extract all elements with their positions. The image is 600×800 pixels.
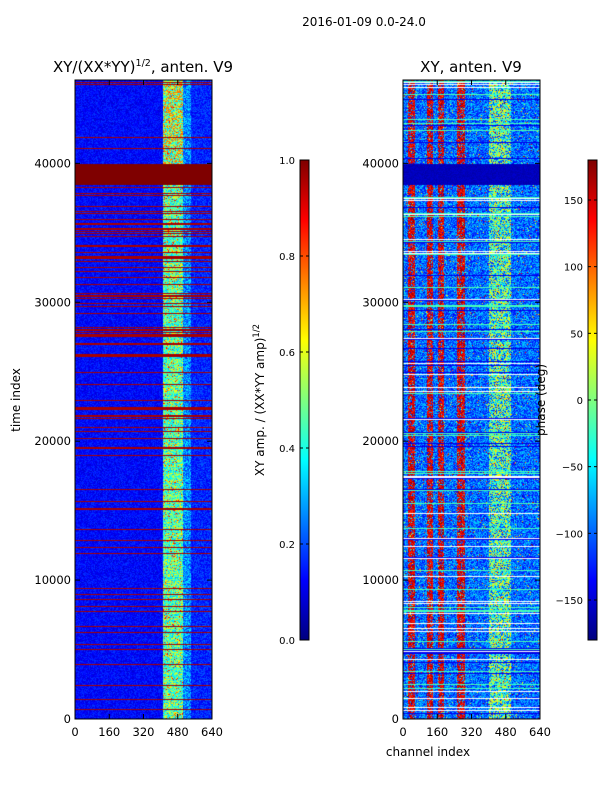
amplitude-colorbar-gradient (300, 160, 309, 640)
amplitude-x-tick-label: 0 (71, 725, 78, 739)
amplitude-colorbar-ticks: 0.0 0.2 0.4 0.6 0.8 1.0 (279, 156, 309, 647)
amplitude-y-tick-label: 0 (64, 712, 71, 726)
phase-colorbar-tick-label: −150 (556, 596, 583, 607)
amplitude-x-tick-label: 160 (98, 725, 120, 739)
amplitude-colorbar-tick-label: 1.0 (279, 156, 295, 167)
amplitude-x-tick-label: 320 (133, 725, 155, 739)
amplitude-axis-ticks: 0 160 320 480 640 0 10000 20000 30000 40000 (34, 80, 223, 739)
amplitude-colorbar-frame (299, 159, 310, 641)
amplitude-colorbar-label: XY amp. / (XX*YY amp)1/2 (252, 324, 267, 476)
phase-colorbar-tick-label: 50 (570, 329, 583, 340)
phase-colorbar-tick-label: −100 (556, 529, 583, 540)
amplitude-x-tick-label: 480 (167, 725, 189, 739)
phase-y-tick-label: 10000 (362, 573, 399, 587)
phase-colorbar-tick-label: 150 (564, 196, 583, 207)
phase-colorbar: −150 −100 −50 0 50 100 150 phase (deg) (534, 159, 598, 641)
amplitude-colorbar-tick-label: 0.8 (279, 252, 295, 263)
phase-colorbar-ticks: −150 −100 −50 0 50 100 150 (556, 196, 597, 607)
phase-colorbar-tick-label: 0 (577, 396, 583, 407)
phase-panel: XY, anten. V9 0 160 320 480 640 0 10000 20000 30… (362, 58, 551, 759)
phase-colorbar-tick-label: 100 (564, 263, 583, 274)
amplitude-colorbar-tick-label: 0.0 (279, 636, 295, 647)
phase-y-tick-label: 40000 (362, 156, 399, 170)
phase-colorbar-tick-label: −50 (562, 463, 583, 474)
amplitude-colorbar-tick-label: 0.4 (279, 444, 295, 455)
phase-panel-title: XY, anten. V9 (420, 58, 522, 76)
phase-y-tick-label: 20000 (362, 434, 399, 448)
phase-colorbar-gradient (588, 160, 597, 640)
phase-heatmap (403, 80, 540, 719)
figure-suptitle: 2016-01-09 0.0-24.0 (302, 15, 426, 29)
phase-x-tick-label: 640 (529, 725, 551, 739)
amplitude-y-tick-label: 30000 (34, 295, 71, 309)
phase-y-tick-label: 0 (392, 712, 399, 726)
amplitude-y-axis-label: time index (9, 368, 23, 432)
amplitude-colorbar-tick-label: 0.2 (279, 540, 295, 551)
amplitude-y-tick-label: 40000 (34, 156, 71, 170)
amplitude-colorbar: 0.0 0.2 0.4 0.6 0.8 1.0 XY amp. / (XX*YY amp)… (252, 156, 310, 647)
phase-x-tick-label: 0 (399, 725, 406, 739)
phase-x-axis-label: channel index (386, 745, 470, 759)
amplitude-heatmap (75, 80, 212, 719)
amplitude-y-tick-label: 20000 (34, 434, 71, 448)
amplitude-x-tick-label: 640 (201, 725, 223, 739)
phase-colorbar-label: phase (deg) (534, 364, 548, 436)
phase-axis-ticks: 0 160 320 480 640 0 10000 20000 30000 40000 (362, 80, 551, 739)
phase-y-tick-label: 30000 (362, 295, 399, 309)
amplitude-colorbar-tick-label: 0.6 (279, 348, 295, 359)
phase-x-tick-label: 320 (461, 725, 483, 739)
phase-x-tick-label: 480 (495, 725, 517, 739)
amplitude-panel: XY/(XX*YY)1/2, anten. V9 0 160 320 480 640 0 1… (9, 58, 233, 739)
amplitude-panel-title: XY/(XX*YY)1/2, anten. V9 (53, 58, 233, 76)
amplitude-y-tick-label: 10000 (34, 573, 71, 587)
phase-x-tick-label: 160 (426, 725, 448, 739)
